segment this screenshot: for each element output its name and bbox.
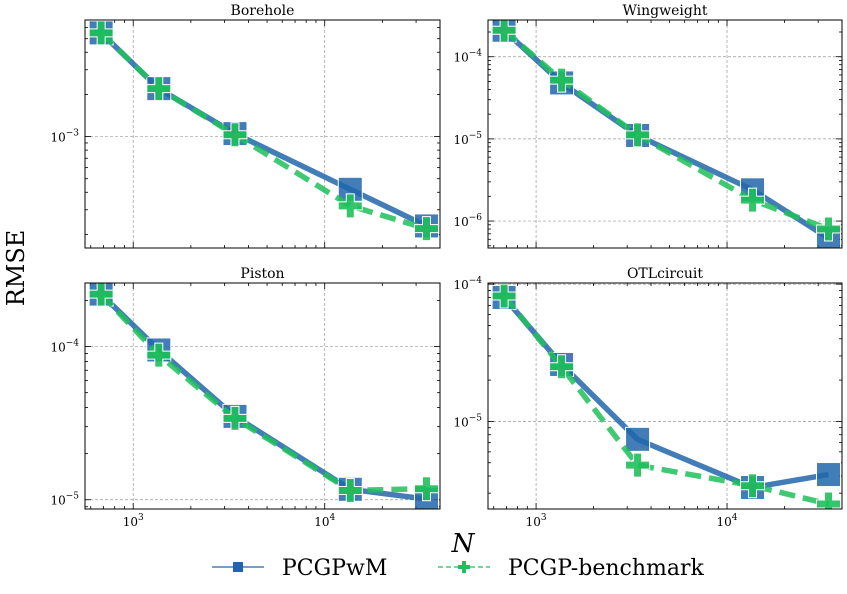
marker-plus-pcgp-benchmark — [740, 187, 766, 213]
y-tick-label: 10−4 — [453, 49, 482, 65]
series-line-pcgpwm — [99, 30, 428, 229]
series-group — [491, 20, 842, 248]
marker-plus-pcgp-benchmark — [337, 477, 363, 503]
marker-plus-pcgp-benchmark — [413, 216, 439, 242]
marker-plus-pcgp-benchmark — [337, 193, 363, 219]
series-line-pcgpwm — [502, 28, 830, 241]
marker-square-pcgpwm — [625, 426, 651, 452]
panels: Borehole 10−3 Wingweight 10−4 10−5 10−6 Piston… — [50, 3, 843, 529]
marker-plus-pcgp-benchmark — [413, 476, 439, 502]
marker-plus-pcgp-benchmark — [625, 122, 651, 148]
series-line-pcgp-benchmark — [99, 30, 428, 232]
y-tick-label: 10−3 — [50, 129, 79, 145]
marker-plus-pcgp-benchmark — [549, 354, 575, 380]
y-tick-label: 10−5 — [453, 131, 482, 147]
x-tick-label: 103 — [526, 513, 547, 529]
panel-title: Wingweight — [623, 3, 708, 19]
marker-plus-pcgp-benchmark — [88, 283, 114, 307]
series-line-pcgp-benchmark — [502, 28, 830, 232]
x-tick-label: 104 — [314, 513, 335, 529]
marker-plus-pcgp-benchmark — [222, 405, 248, 431]
marker-plus-pcgp-benchmark — [740, 473, 766, 499]
marker-plus-pcgp-benchmark — [491, 20, 517, 43]
legend-label: PCGP-benchmark — [508, 556, 704, 581]
marker-plus-pcgp-benchmark — [491, 283, 517, 309]
marker-plus-pcgp-benchmark — [549, 67, 575, 93]
marker-plus-pcgp-benchmark — [146, 76, 172, 102]
y-axis-label: RMSE — [2, 230, 30, 307]
y-tick-label: 10−5 — [50, 492, 79, 508]
y-tick-label: 10−4 — [50, 339, 79, 355]
panel-borehole: Borehole 10−3 — [50, 3, 441, 249]
panel-wingweight: Wingweight 10−4 10−5 10−6 — [453, 3, 843, 249]
marker-plus-pcgp-benchmark — [88, 20, 114, 46]
panel-title: Borehole — [231, 3, 295, 19]
x-axis-label: N — [451, 529, 476, 559]
y-tick-label: 10−4 — [453, 276, 482, 292]
panel-title: OTLcircuit — [627, 266, 703, 282]
axes-frame — [84, 19, 441, 249]
legend-item-pcgpwm: PCGPwM — [212, 556, 387, 581]
legend-item-pcgp-benchmark: PCGP-benchmark — [438, 556, 704, 581]
axes-frame — [84, 282, 441, 510]
series-group — [491, 283, 842, 509]
panel-otlcircuit: OTLcircuit 103 104 10−4 10−5 — [453, 266, 843, 529]
legend-marker-square — [233, 562, 243, 572]
axes-frame — [487, 282, 843, 510]
series-line-pcgp-benchmark — [99, 292, 427, 494]
marker-plus-pcgp-benchmark — [146, 342, 172, 368]
marker-plus-pcgp-benchmark — [222, 122, 248, 148]
y-tick-label: 10−6 — [453, 213, 482, 229]
panel-title: Piston — [240, 266, 284, 282]
axes-frame — [487, 19, 843, 249]
y-tick-label: 10−5 — [453, 413, 482, 429]
series-group — [88, 20, 439, 242]
marker-plus-pcgp-benchmark — [625, 452, 651, 478]
legend: PCGPwM PCGP-benchmark — [212, 556, 704, 581]
series-line-pcgp-benchmark — [501, 294, 830, 507]
x-tick-label: 103 — [123, 513, 144, 529]
minor-ticks — [85, 283, 441, 509]
panel-piston: Piston 103 104 10−4 10−5 — [50, 266, 441, 529]
marker-plus-pcgp-benchmark — [816, 216, 842, 242]
x-tick-label: 104 — [717, 513, 738, 529]
legend-marker-plus — [458, 561, 470, 573]
series-line-pcgpwm — [502, 295, 829, 491]
marker-plus-pcgp-benchmark — [816, 491, 842, 509]
minor-ticks — [488, 283, 843, 509]
marker-square-pcgpwm — [816, 462, 842, 488]
legend-label: PCGPwM — [282, 556, 387, 581]
series-group — [88, 283, 439, 509]
series-line-pcgpwm — [99, 292, 427, 502]
minor-ticks — [85, 20, 441, 248]
